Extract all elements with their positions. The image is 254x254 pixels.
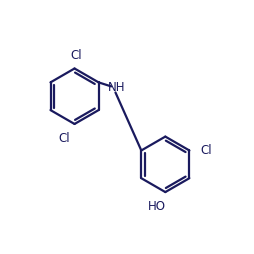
Text: Cl: Cl (58, 132, 70, 145)
Text: Cl: Cl (200, 143, 212, 156)
Text: NH: NH (107, 81, 125, 94)
Text: Cl: Cl (70, 49, 81, 62)
Text: HO: HO (147, 199, 165, 212)
